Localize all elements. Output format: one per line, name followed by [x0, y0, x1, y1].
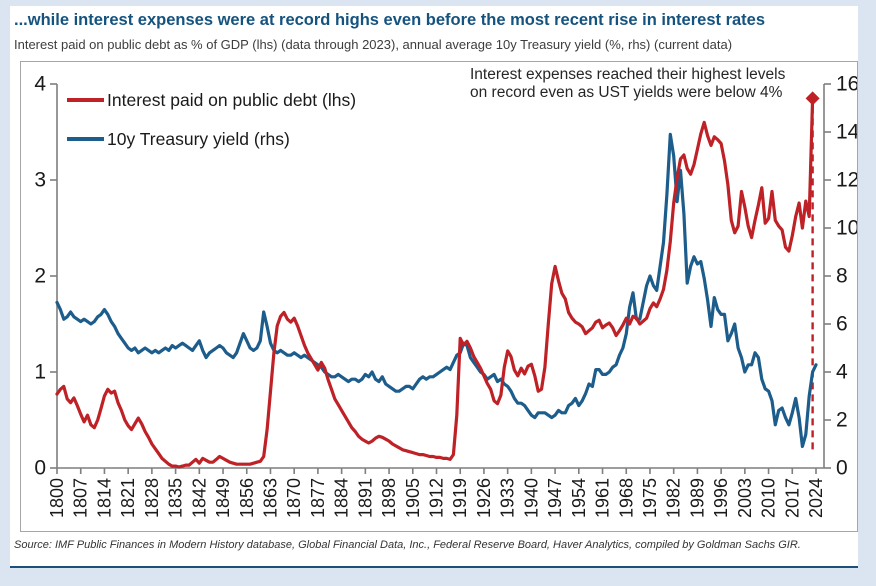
series-interest-paid-line [55, 97, 815, 469]
year-tick-label: 1940 [521, 478, 541, 518]
left-tick-label: 3 [34, 169, 46, 192]
report-card: ...while interest expenses were at recor… [10, 6, 860, 568]
chart-subtitle: Interest paid on public debt as % of GDP… [14, 36, 733, 52]
legend: Interest paid on public debt (lhs) 10y Tr… [67, 90, 356, 149]
legend-label: 10y Treasury yield (rhs) [107, 129, 290, 149]
year-tick-label: 2010 [759, 478, 779, 518]
year-tick-label: 1800 [47, 478, 67, 518]
year-tick-label: 2003 [735, 478, 755, 518]
legend-label: Interest paid on public debt (lhs) [107, 90, 356, 110]
year-tick-label: 1814 [94, 478, 114, 518]
year-tick-label: 1947 [545, 478, 565, 518]
left-tick-label: 4 [34, 73, 46, 96]
year-tick-label: 1828 [142, 478, 162, 518]
year-tick-label: 1877 [308, 478, 328, 518]
year-tick-label: 1982 [664, 478, 684, 518]
year-tick-label: 1912 [427, 478, 447, 518]
recent-marker-diamond [805, 91, 820, 106]
left-tick-label: 2 [34, 265, 46, 288]
right-tick-label: 16 [836, 73, 857, 96]
year-tick-label: 1954 [569, 478, 589, 518]
year-tick-label: 1856 [237, 478, 257, 518]
year-tick-label: 1821 [118, 478, 138, 518]
year-tick-label: 1996 [711, 478, 731, 518]
right-tick-label: 0 [836, 457, 848, 480]
right-tick-label: 12 [836, 169, 857, 192]
year-tick-label: 1968 [616, 478, 636, 518]
annotation: Interest expenses reached their highest … [470, 66, 786, 101]
right-axis-ticks: 0 2 4 6 8 10 12 14 16 [824, 73, 860, 480]
year-tick-label: 1905 [403, 478, 423, 518]
year-tick-label: 1863 [260, 478, 280, 518]
year-tick-label: 2017 [782, 478, 802, 518]
year-tick-label: 1989 [687, 478, 707, 518]
year-tick-label: 1849 [213, 478, 233, 518]
year-tick-label: 1898 [379, 478, 399, 518]
left-tick-label: 1 [34, 361, 46, 384]
year-tick-label: 1842 [189, 478, 209, 518]
left-tick-label: 0 [34, 457, 46, 480]
year-tick-label: 1926 [474, 478, 494, 518]
right-tick-label: 6 [836, 313, 848, 336]
right-tick-label: 14 [836, 121, 857, 144]
year-tick-label: 1933 [498, 478, 518, 518]
x-axis-ticks: 1800 1807 1814 1821 1828 1835 1842 1849 1856 1863… [47, 468, 826, 518]
year-tick-label: 2024 [806, 478, 826, 518]
chart-panel: 0 1 2 3 4 0 2 4 6 8 10 12 14 16 1800 1807 1814 1821 1828 18… [20, 61, 860, 533]
right-tick-label: 4 [836, 361, 848, 384]
right-tick-label: 2 [836, 409, 848, 432]
year-tick-label: 1870 [284, 478, 304, 518]
year-tick-label: 1884 [332, 478, 352, 518]
right-tick-label: 10 [836, 217, 857, 240]
year-tick-label: 1835 [166, 478, 186, 518]
year-tick-label: 1919 [450, 478, 470, 518]
year-tick-label: 1975 [640, 478, 660, 518]
year-tick-label: 1807 [71, 478, 91, 518]
left-axis-ticks: 0 1 2 3 4 [34, 73, 57, 480]
series-treasury-yield-line [55, 133, 818, 449]
annotation-line1: Interest expenses reached their highest … [470, 66, 786, 83]
chart-title: ...while interest expenses were at recor… [14, 11, 766, 29]
right-tick-label: 8 [836, 265, 848, 288]
year-tick-label: 1891 [355, 478, 375, 518]
source-note: Source: IMF Public Finances in Modern Hi… [14, 539, 801, 552]
year-tick-label: 1961 [593, 478, 613, 518]
annotation-line2: on record even as UST yields were below … [470, 84, 783, 101]
